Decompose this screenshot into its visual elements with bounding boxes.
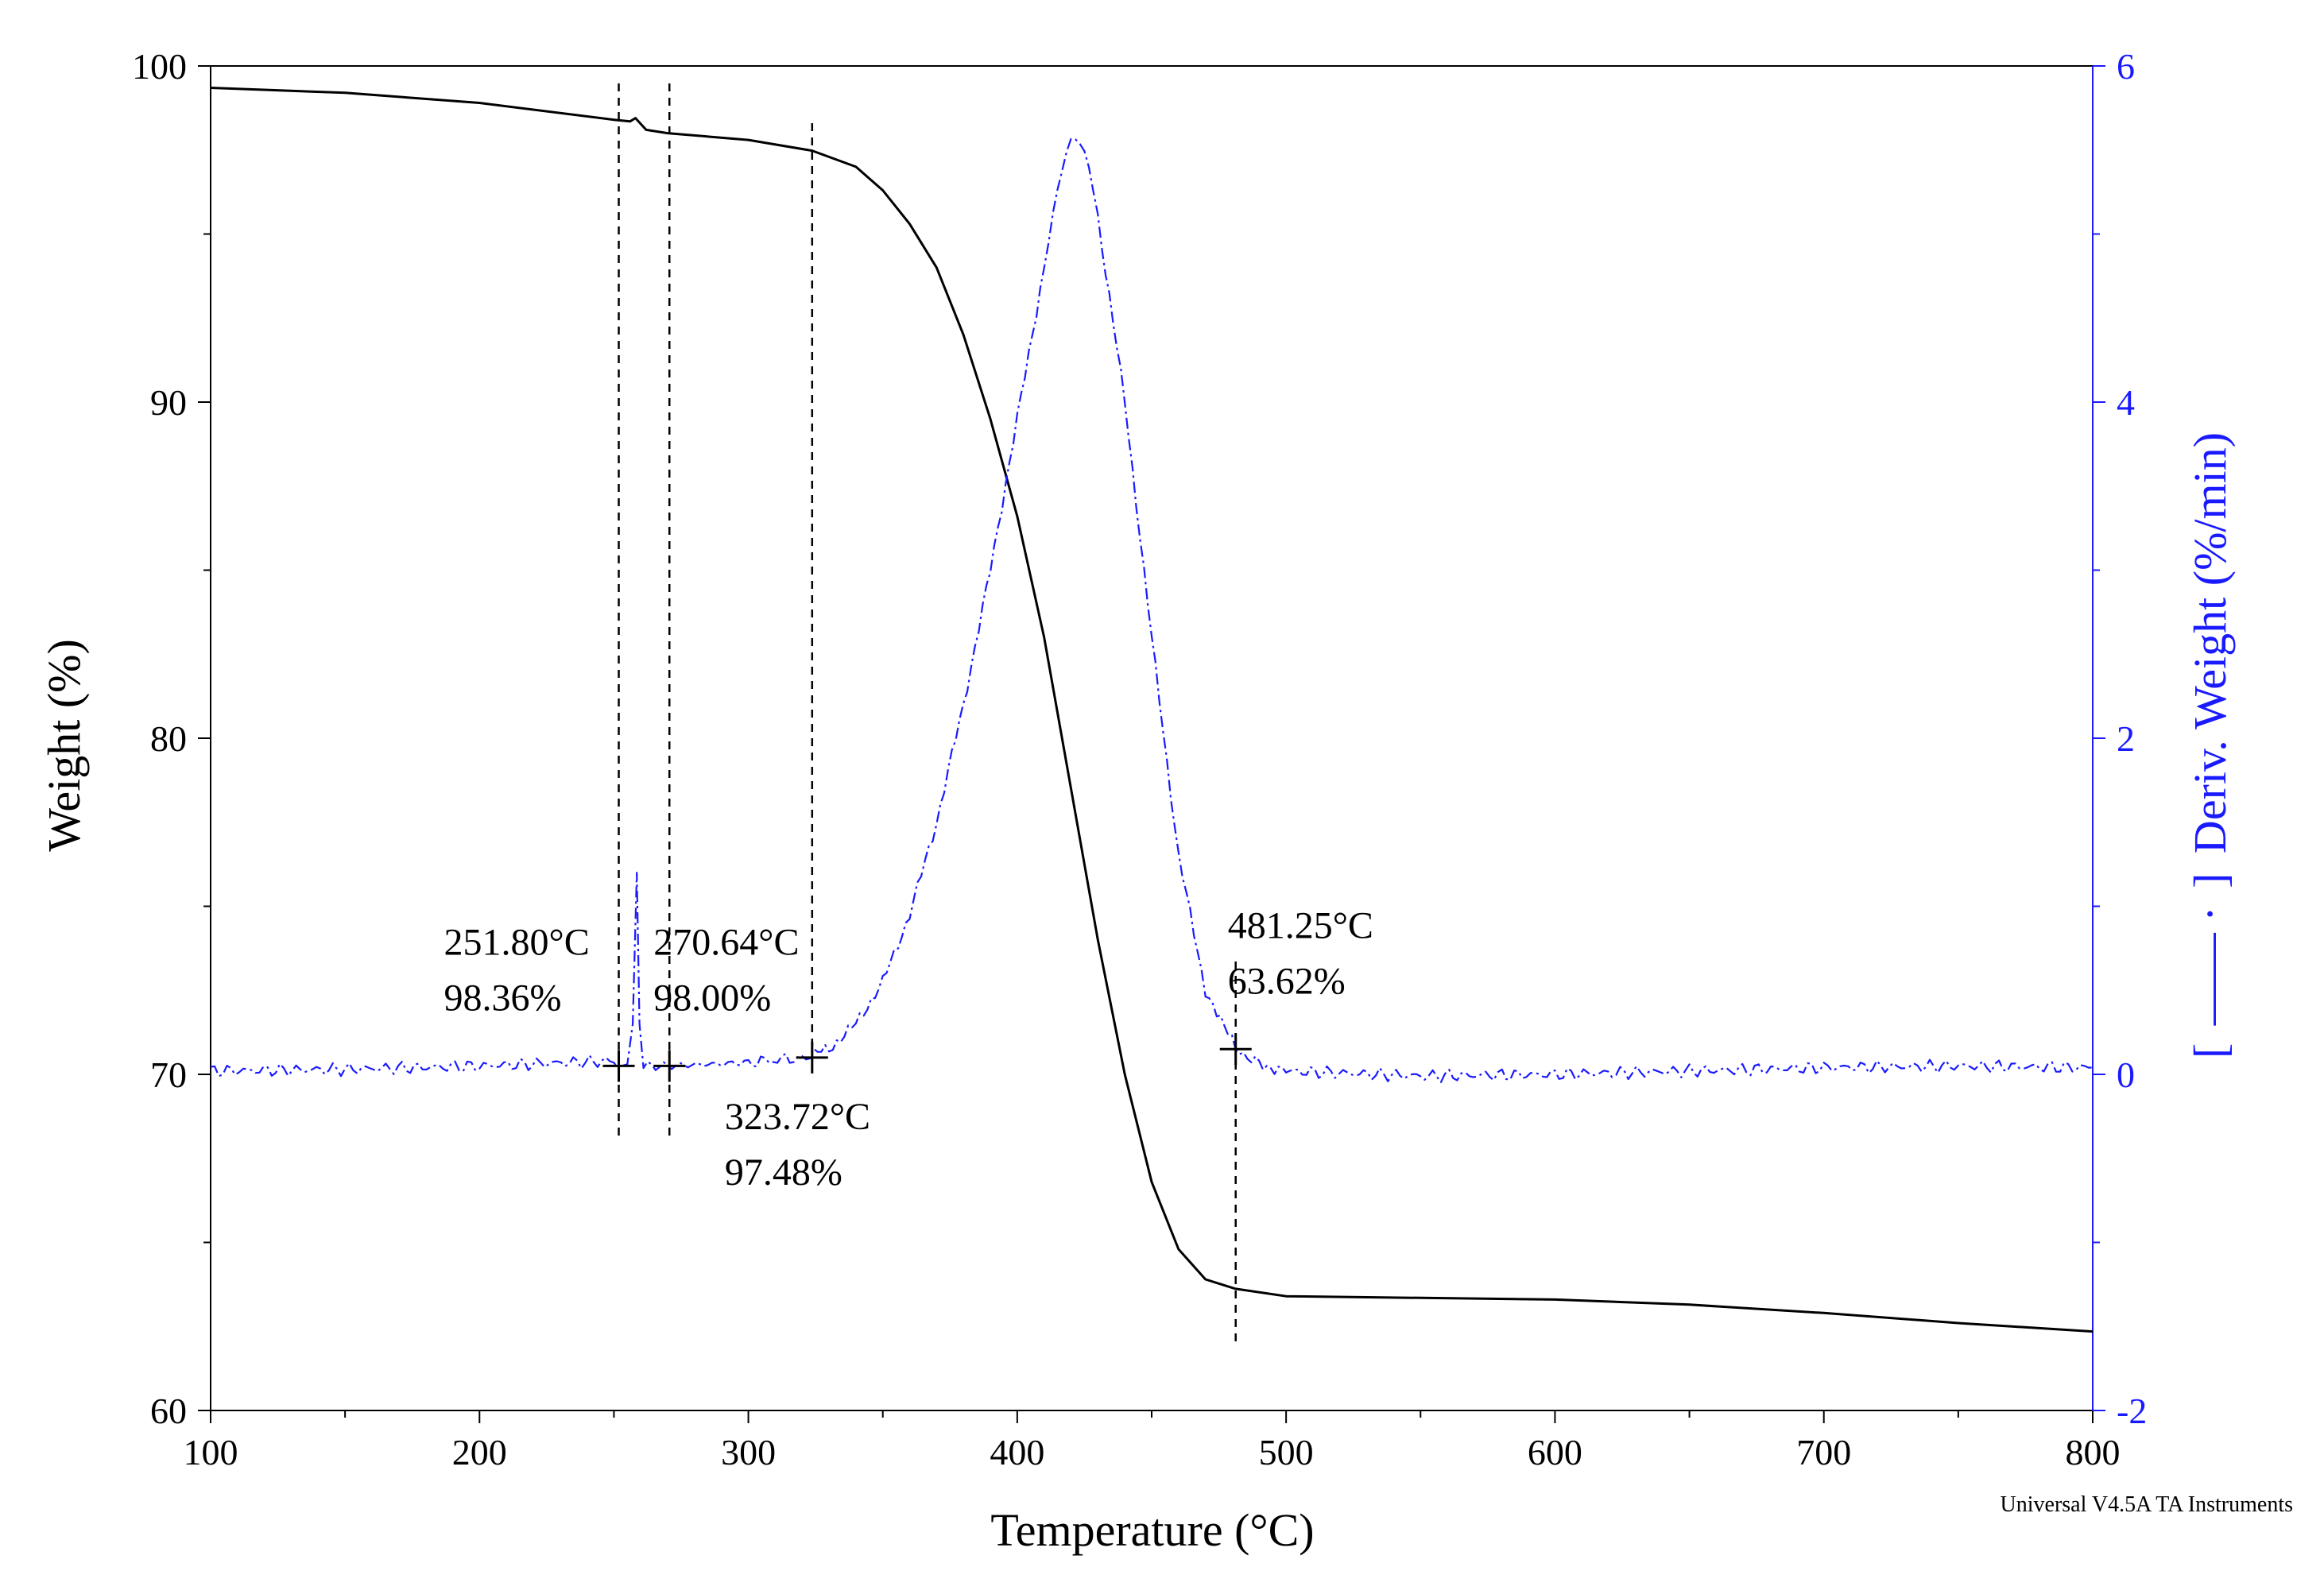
reference-lines <box>618 83 1237 1343</box>
marker-temp-label: 251.80°C <box>444 921 590 963</box>
x-axis-title: Temperature (°C) <box>990 1504 1314 1556</box>
y-right-axis-title-group: [ —— · ] Deriv. Weight (%/min) <box>2184 432 2236 1058</box>
marker-temp-label: 481.25°C <box>1228 904 1373 946</box>
x-tick-label: 400 <box>990 1432 1044 1472</box>
footer-credit: Universal V4.5A TA Instruments <box>2001 1492 2293 1517</box>
x-tick-label: 100 <box>184 1432 238 1472</box>
x-tick-label: 500 <box>1259 1432 1314 1472</box>
marker-weight-label: 98.36% <box>444 977 562 1019</box>
marker-temp-label: 270.64°C <box>653 921 799 963</box>
x-tick-label: 200 <box>452 1432 507 1472</box>
y-left-axis-title: Weight (%) <box>38 639 90 852</box>
y-right-tick-label: 4 <box>2117 382 2135 423</box>
y-right-tick-label: -2 <box>2117 1391 2147 1431</box>
ticks-layer: 100 200 300 400 500 600 700 800 60 70 80 90 100 -2 0 2 4… <box>132 46 2147 1472</box>
y-left-tick-label: 90 <box>150 382 187 423</box>
legend-line-symbol: —— · <box>2184 906 2236 1026</box>
legend-bracket-open: [ <box>2184 1043 2236 1058</box>
deriv-weight-series-line <box>210 137 2094 1084</box>
marker-temp-label: 323.72°C <box>725 1096 870 1138</box>
x-tick-label: 300 <box>721 1432 776 1472</box>
y-right-tick-label: 6 <box>2117 46 2135 87</box>
legend-bracket-close: ] <box>2184 873 2236 888</box>
weight-series-line <box>210 87 2094 1333</box>
x-tick-label: 800 <box>2066 1432 2121 1472</box>
y-left-tick-label: 60 <box>150 1391 187 1431</box>
plot-frame <box>210 65 2094 1411</box>
y-right-tick-label: 2 <box>2117 718 2135 759</box>
y-right-axis-legend: [ —— · ] Deriv. Weight (%/min) <box>2184 432 2236 1058</box>
series-layer <box>210 87 2094 1333</box>
y-left-tick-label: 80 <box>150 718 187 759</box>
y-left-tick-label: 100 <box>132 46 187 87</box>
y-left-tick-label: 70 <box>150 1054 187 1095</box>
marker-weight-label: 98.00% <box>653 977 771 1019</box>
y-right-axis-title: Deriv. Weight (%/min) <box>2184 432 2236 853</box>
y-right-tick-label: 0 <box>2117 1054 2135 1095</box>
x-tick-label: 700 <box>1796 1432 1851 1472</box>
marker-layer: 251.80°C 98.36% 270.64°C 98.00% 323.72°C 97.4… <box>444 904 1373 1194</box>
marker-weight-label: 63.62% <box>1228 960 1346 1002</box>
x-tick-label: 600 <box>1528 1432 1582 1472</box>
marker-weight-label: 97.48% <box>725 1151 842 1194</box>
